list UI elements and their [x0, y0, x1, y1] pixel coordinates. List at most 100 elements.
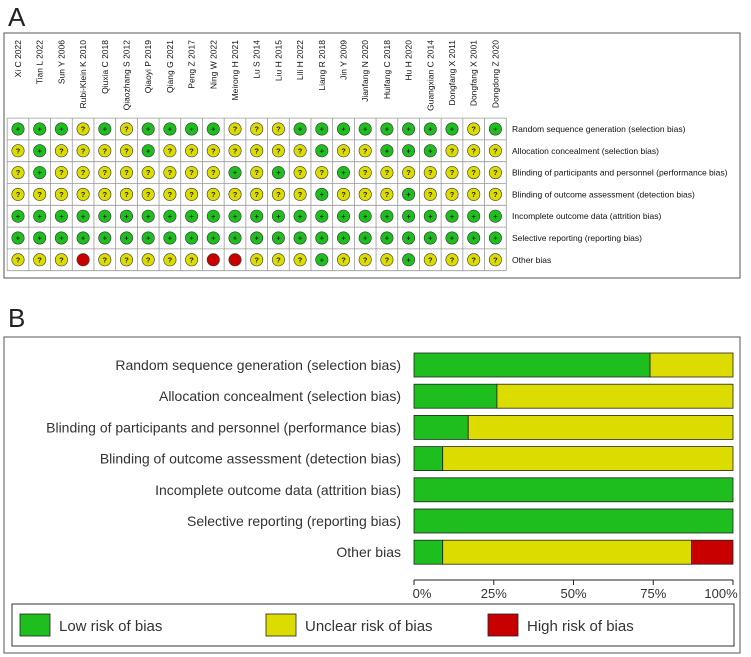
- judgement-circle: [467, 122, 481, 136]
- judgement-unclear: ?: [467, 144, 481, 158]
- judgement-circle: [76, 231, 90, 245]
- judgement-circle: [54, 166, 68, 180]
- judgement-symbol: +: [363, 212, 368, 221]
- judgement-unclear: ?: [271, 144, 285, 158]
- judgement-symbol: +: [320, 190, 325, 199]
- judgement-symbol: ?: [81, 168, 86, 177]
- judgement-symbol: ?: [341, 255, 346, 264]
- judgement-low: +: [336, 231, 350, 245]
- judgement-symbol: ?: [59, 168, 64, 177]
- judgement-low: +: [33, 166, 47, 180]
- judgement-circle: [33, 209, 47, 223]
- judgement-unclear: ?: [163, 253, 177, 267]
- judgement-circle: [315, 166, 329, 180]
- study-label: Meirong H 2021: [230, 40, 240, 101]
- judgement-symbol: ?: [471, 125, 476, 134]
- judgement-symbol: ?: [276, 146, 281, 155]
- judgement-low: +: [98, 209, 112, 223]
- judgement-circle: [76, 209, 90, 223]
- judgement-symbol: +: [472, 212, 477, 221]
- judgement-symbol: ?: [341, 190, 346, 199]
- judgement-unclear: ?: [141, 166, 155, 180]
- judgement-symbol: +: [211, 212, 216, 221]
- judgement-low: +: [467, 231, 481, 245]
- judgement-circle: [380, 231, 394, 245]
- judgement-symbol: ?: [276, 125, 281, 134]
- judgement-circle: [358, 144, 372, 158]
- judgement-circle: [358, 231, 372, 245]
- bar-segment: [413, 415, 469, 440]
- judgement-symbol: ?: [450, 146, 455, 155]
- judgement-symbol: ?: [189, 255, 194, 264]
- judgement-low: +: [423, 144, 437, 158]
- judgement-symbol: +: [38, 168, 43, 177]
- judgement-symbol: ?: [298, 168, 303, 177]
- judgement-circle: [467, 187, 481, 201]
- judgement-symbol: ?: [428, 190, 433, 199]
- judgement-low: +: [206, 122, 220, 136]
- domain-label: Blinding of participants and personnel (…: [512, 168, 728, 178]
- judgement-circle: [467, 253, 481, 267]
- judgement-circle: [206, 253, 220, 267]
- judgement-symbol: ?: [254, 146, 259, 155]
- judgement-circle: [315, 144, 329, 158]
- judgement-unclear: ?: [98, 253, 112, 267]
- judgement-unclear: ?: [336, 253, 350, 267]
- judgement-symbol: ?: [233, 125, 238, 134]
- judgement-unclear: ?: [98, 187, 112, 201]
- judgement-circle: [293, 253, 307, 267]
- judgement-symbol: +: [341, 212, 346, 221]
- judgement-circle: [250, 122, 264, 136]
- panel-label-b: B: [8, 303, 26, 333]
- judgement-symbol: +: [168, 125, 173, 134]
- judgement-low: +: [11, 231, 25, 245]
- judgement-unclear: ?: [228, 187, 242, 201]
- judgement-unclear: ?: [293, 253, 307, 267]
- judgement-low: +: [185, 209, 199, 223]
- bar-segment: [413, 383, 498, 409]
- judgement-circle: [33, 122, 47, 136]
- judgement-symbol: +: [363, 125, 368, 134]
- judgement-symbol: ?: [298, 146, 303, 155]
- judgement-circle: [98, 209, 112, 223]
- judgement-low: +: [380, 231, 394, 245]
- judgement-symbol: +: [168, 234, 173, 243]
- judgement-symbol: +: [38, 212, 43, 221]
- judgement-low: +: [488, 209, 502, 223]
- judgement-circle: [206, 122, 220, 136]
- judgement-circle: [250, 144, 264, 158]
- judgement-circle: [185, 253, 199, 267]
- judgement-symbol: +: [406, 255, 411, 264]
- judgement-circle: [423, 187, 437, 201]
- judgement-circle: [76, 144, 90, 158]
- judgement-symbol: ?: [428, 255, 433, 264]
- judgement-circle: [228, 144, 242, 158]
- judgement-circle: [141, 166, 155, 180]
- judgement-symbol: +: [406, 234, 411, 243]
- judgement-circle: [120, 187, 134, 201]
- judgement-low: +: [315, 187, 329, 201]
- judgement-symbol: +: [320, 255, 325, 264]
- category-label: Blinding of outcome assessment (detectio…: [100, 451, 401, 467]
- judgement-low: +: [467, 209, 481, 223]
- judgement-unclear: ?: [33, 253, 47, 267]
- judgement-low: +: [336, 122, 350, 136]
- judgement-unclear: ?: [380, 166, 394, 180]
- judgement-circle: [293, 231, 307, 245]
- judgement-circle: [120, 122, 134, 136]
- judgement-symbol: ?: [233, 146, 238, 155]
- judgement-symbol: +: [59, 234, 64, 243]
- judgement-unclear: ?: [120, 253, 134, 267]
- judgement-symbol: +: [255, 234, 260, 243]
- study-label: Huifang C 2018: [382, 40, 392, 99]
- judgement-low: +: [185, 122, 199, 136]
- judgement-circle: [98, 122, 112, 136]
- judgement-circle: [98, 187, 112, 201]
- judgement-symbol: ?: [254, 168, 259, 177]
- judgement-circle: [120, 231, 134, 245]
- judgement-unclear: ?: [380, 187, 394, 201]
- judgement-symbol: ?: [81, 190, 86, 199]
- judgement-unclear: ?: [380, 253, 394, 267]
- judgement-circle: [423, 253, 437, 267]
- judgement-symbol: +: [320, 146, 325, 155]
